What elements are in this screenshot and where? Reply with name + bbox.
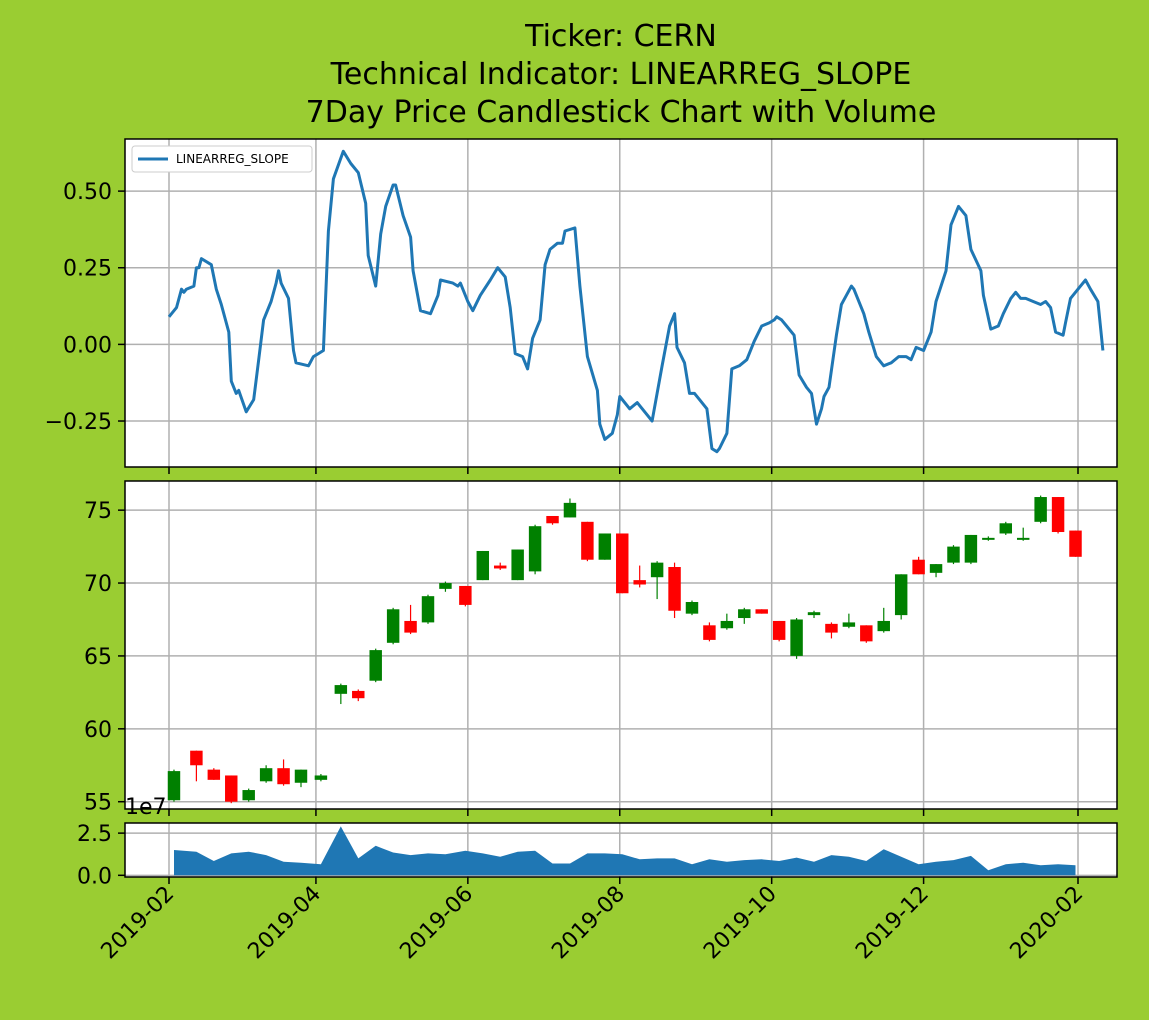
y-tick-label-2: 0.25 [63, 257, 112, 282]
candle-body-0 [167, 771, 181, 801]
candle-body-39 [860, 625, 873, 642]
y-tick-label-4: 75 [84, 499, 112, 524]
candlesticks [167, 495, 1082, 804]
volume-grid [125, 823, 1117, 877]
title-line-1: Ticker: CERN [524, 19, 717, 54]
y-tick-label-0: −0.25 [45, 410, 112, 435]
candle-body-46 [982, 537, 995, 540]
candle-body-33 [755, 609, 768, 614]
candle-body-25 [616, 533, 629, 594]
volume-area [174, 826, 1076, 876]
candle-body-32 [738, 609, 751, 619]
candle-body-28 [668, 567, 681, 611]
y-tick-label-3: 70 [84, 572, 112, 597]
indicator-panel: −0.25 0.00 0.25 0.50 LINEARREG_SLOPE [45, 138, 1118, 468]
candle-body-30 [703, 625, 716, 640]
candle-body-27 [650, 562, 664, 578]
indicator-plot-area [125, 139, 1117, 467]
legend-label-linearreg-slope: LINEARREG_SLOPE [176, 152, 289, 166]
candle-body-44 [947, 546, 960, 563]
candle-body-35 [790, 619, 803, 656]
volume-scale-label: 1e7 [125, 795, 167, 820]
linearreg-slope-line [167, 149, 1105, 454]
volume-panel: 0.0 2.5 1e7 [77, 795, 1118, 889]
price-frame [124, 480, 1118, 810]
candle-body-14 [421, 596, 435, 623]
candle-body-31 [720, 620, 734, 629]
volume-y-axis: 0.0 2.5 [77, 822, 125, 889]
candle-body-11 [369, 650, 382, 681]
candle-body-26 [633, 580, 646, 585]
price-panel: 55 60 65 70 75 [84, 480, 1118, 816]
candle-body-7 [294, 769, 308, 783]
candle-body-40 [877, 620, 890, 632]
y-tick-label-0: 55 [84, 791, 112, 816]
candle-body-18 [493, 565, 507, 569]
candle-body-24 [598, 533, 612, 560]
candle-body-9 [334, 685, 348, 694]
price-plot-area [125, 481, 1117, 809]
candle-body-22 [563, 502, 577, 518]
candle-body-10 [352, 690, 365, 699]
candle-body-6 [277, 768, 290, 785]
candle-body-1 [190, 750, 203, 766]
candle-body-21 [546, 515, 559, 524]
candle-body-2 [207, 769, 221, 780]
candle-body-42 [912, 559, 925, 575]
indicator-y-axis: −0.25 0.00 0.25 0.50 [45, 180, 125, 435]
candle-body-37 [825, 623, 838, 633]
title-line-2: Technical Indicator: LINEARREG_SLOPE [330, 57, 912, 92]
y-tick-label-1: 60 [84, 718, 112, 743]
y-tick-label-2: 65 [84, 645, 112, 670]
title-line-3: 7Day Price Candlestick Chart with Volume [306, 95, 937, 130]
candle-body-15 [439, 583, 452, 589]
candle-body-23 [581, 521, 594, 560]
indicator-legend: LINEARREG_SLOPE [131, 145, 313, 173]
candle-body-43 [929, 564, 943, 573]
candle-body-20 [528, 526, 542, 572]
candle-body-17 [476, 550, 490, 581]
candle-body-48 [1016, 537, 1030, 540]
candle-body-8 [314, 775, 328, 780]
candle-body-13 [404, 620, 417, 633]
y-tick-label-0: 0.0 [77, 864, 112, 889]
candle-body-50 [1051, 497, 1065, 533]
y-tick-label-1: 2.5 [77, 822, 112, 847]
candle-body-4 [242, 790, 255, 801]
indicator-frame [124, 138, 1118, 468]
volume-frame [124, 822, 1118, 878]
candle-body-5 [259, 768, 273, 782]
candle-body-16 [459, 585, 472, 605]
legend-box [131, 145, 313, 173]
candle-body-49 [1034, 497, 1047, 522]
candle-body-45 [964, 534, 978, 563]
candle-body-19 [511, 549, 524, 581]
candle-body-51 [1069, 530, 1082, 557]
candle-body-41 [894, 574, 908, 616]
candle-body-47 [999, 523, 1013, 534]
candle-body-34 [772, 620, 786, 640]
candle-body-38 [842, 622, 856, 627]
y-tick-label-1: 0.00 [63, 333, 112, 358]
candle-body-29 [685, 601, 699, 614]
candle-body-3 [225, 775, 238, 802]
candle-body-12 [386, 609, 400, 643]
candle-body-36 [807, 612, 821, 616]
price-y-axis: 55 60 65 70 75 [84, 499, 125, 816]
y-tick-label-3: 0.50 [63, 180, 112, 205]
